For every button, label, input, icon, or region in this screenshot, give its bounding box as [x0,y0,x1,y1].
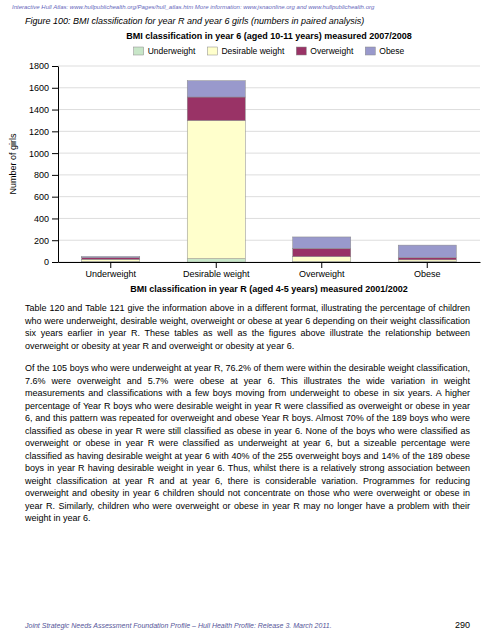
x-tick-mark [321,262,322,268]
grid-line [58,131,480,132]
caption: Figure 100: BMI classification for year … [25,16,364,26]
y-tick-mark [52,66,58,67]
series-3 [82,81,457,258]
y-tick-label: 0 [44,257,49,267]
header: Interactive Hull Atlas: www.hullpubliche… [12,4,375,10]
legend-swatch [296,47,306,55]
bar-segment [293,248,351,256]
y-tick: 1200 [29,127,58,137]
legend-item: Obese [365,46,404,56]
legend-item: Overweight [296,46,354,56]
y-tick: 1400 [29,105,58,115]
legend-label: Overweight [310,46,354,56]
legend-swatch [365,47,375,55]
x-axis-label: BMI classification in year R (aged 4-5 y… [130,284,408,294]
y-tick: 0 [44,257,58,267]
y-tick-label: 200 [34,236,49,246]
x-tick-label: Desirable weight [183,269,250,279]
y-tick-label: 400 [34,214,49,224]
y-tick-mark [52,153,58,154]
y-tick-mark [52,240,58,241]
grid-line [58,66,480,67]
x-axis: Underweight Desirable weight Overweight Obe… [59,262,481,279]
y-tick-mark [52,110,58,111]
y-tick-label: 800 [34,170,49,180]
x-tick-mark [216,262,217,268]
grid-line [58,240,480,241]
y-tick: 1800 [29,61,58,71]
grid-line [58,196,480,197]
x-tick: Underweight [85,262,136,279]
y-tick: 1000 [29,148,58,158]
y-tick-mark [52,88,58,89]
bars [82,81,457,262]
legend-swatch [134,47,144,55]
bar-segment [293,237,351,248]
x-tick: Obese [414,262,441,279]
y-tick-mark [52,262,58,263]
series-2 [82,97,457,260]
grid-line [58,174,480,175]
bar-segment [187,120,245,258]
grid [58,66,480,262]
grid-line [58,109,480,110]
y-tick: 400 [34,214,58,224]
legend-label: Underweight [148,46,196,56]
legend-item: Desirable weight [207,46,284,56]
y-tick-label: 600 [34,192,49,202]
y-tick: 200 [34,236,58,246]
bar-segment [398,258,456,260]
y-tick: 800 [34,170,58,180]
y-axis: 0 200 400 600 800 1000 1200 1400 1600 1800 [29,61,59,267]
x-tick-label: Overweight [299,269,345,279]
y-tick-mark [52,131,58,132]
grid-line [58,153,480,154]
page-number: 290 [455,620,470,630]
bar-segment [82,257,140,258]
y-tick-label: 1800 [29,61,49,71]
legend-label: Obese [379,46,404,56]
y-tick-label: 1600 [29,83,49,93]
x-tick-mark [110,262,111,268]
x-tick: Overweight [299,262,345,279]
x-axis-line [59,262,481,263]
grid-line [58,87,480,88]
x-tick-label: Underweight [85,269,136,279]
x-tick: Desirable weight [183,262,250,279]
bar-segment [398,245,456,258]
y-tick: 600 [34,192,58,202]
bar-segment [187,259,245,262]
y-tick-label: 1000 [29,148,49,158]
y-tick-mark [52,197,58,198]
paragraph: Of the 105 boys who were underweight at … [25,362,470,525]
y-tick: 1600 [29,83,58,93]
x-tick-mark [427,262,428,268]
y-tick-label: 1200 [29,127,49,137]
y-tick-mark [52,218,58,219]
bar-segment [187,81,245,97]
bar-segment [293,257,351,262]
paragraph: Table 120 and Table 121 give the informa… [25,302,470,352]
legend-label: Desirable weight [221,46,284,56]
grid-line [58,218,480,219]
legend-swatch [207,47,217,55]
series-1 [82,120,457,261]
chart-title: BMI classification in year 6 (aged 10-11… [126,31,412,41]
bar-segment [82,259,140,261]
plot-area: Underweight Desirable weight Overweight Obe… [29,61,481,279]
footer: Joint Strategic Needs Assessment Foundat… [25,622,332,629]
legend-item: Underweight [134,46,196,56]
legend: Underweight Desirable weight Overweight Obe… [134,46,405,56]
bar-segment [187,97,245,120]
chart: Interactive Hull Atlas: www.hullpubliche… [0,0,495,300]
x-tick-label: Obese [414,269,441,279]
y-tick-mark [52,175,58,176]
y-axis-label: Number of girls [8,133,18,195]
y-axis-line [58,67,59,263]
y-tick-label: 1400 [29,105,49,115]
